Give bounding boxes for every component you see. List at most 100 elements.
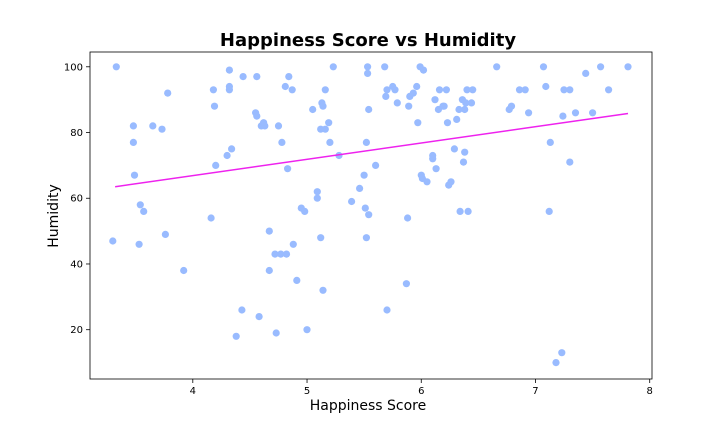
data-point bbox=[546, 138, 554, 146]
data-point bbox=[381, 63, 389, 71]
data-point bbox=[319, 102, 327, 110]
data-point bbox=[313, 194, 321, 202]
data-point bbox=[180, 266, 188, 275]
data-point bbox=[321, 86, 329, 94]
data-point bbox=[293, 276, 301, 284]
y-tick-label: 20 bbox=[70, 325, 83, 336]
regression-line bbox=[115, 112, 629, 188]
data-point bbox=[461, 148, 469, 156]
data-point bbox=[288, 86, 296, 94]
data-point bbox=[136, 201, 144, 209]
data-point bbox=[552, 359, 560, 367]
data-point bbox=[414, 119, 422, 127]
data-point bbox=[238, 306, 246, 314]
data-point bbox=[409, 89, 417, 97]
data-point bbox=[413, 82, 421, 91]
data-point bbox=[232, 332, 240, 340]
data-point bbox=[289, 240, 297, 248]
data-point bbox=[539, 63, 548, 71]
data-point bbox=[515, 86, 524, 94]
data-point bbox=[402, 280, 410, 288]
data-point bbox=[383, 86, 391, 94]
data-point bbox=[319, 286, 327, 294]
x-axis-label: Happiness Score bbox=[310, 398, 427, 414]
data-point bbox=[364, 69, 372, 77]
data-point bbox=[542, 82, 550, 91]
data-point bbox=[507, 102, 516, 110]
data-point bbox=[356, 184, 364, 192]
data-point bbox=[469, 86, 477, 94]
data-point bbox=[112, 63, 120, 71]
data-point bbox=[274, 122, 283, 130]
data-point bbox=[582, 69, 590, 77]
data-point bbox=[459, 158, 468, 166]
data-point bbox=[130, 171, 139, 179]
data-point bbox=[313, 188, 321, 196]
data-point bbox=[210, 102, 219, 110]
data-point bbox=[129, 138, 137, 146]
data-point bbox=[447, 178, 455, 186]
data-point bbox=[209, 86, 217, 94]
data-point bbox=[212, 161, 220, 169]
data-point bbox=[405, 102, 413, 110]
data-point bbox=[382, 92, 390, 100]
y-tick-label: 60 bbox=[70, 194, 83, 205]
data-point bbox=[253, 73, 261, 81]
data-point bbox=[277, 250, 285, 258]
data-point bbox=[265, 266, 273, 275]
data-point bbox=[461, 105, 469, 114]
data-point bbox=[362, 138, 370, 146]
data-point bbox=[321, 125, 329, 133]
data-point bbox=[364, 63, 372, 71]
data-point bbox=[161, 230, 169, 238]
data-point bbox=[140, 207, 148, 215]
data-point bbox=[391, 86, 399, 94]
data-point bbox=[493, 63, 501, 71]
data-point bbox=[255, 313, 263, 321]
data-point bbox=[453, 115, 461, 123]
x-tick-label: 7 bbox=[532, 386, 538, 397]
data-point bbox=[365, 211, 373, 219]
data-point bbox=[271, 250, 279, 258]
data-point bbox=[525, 109, 533, 117]
data-point bbox=[521, 86, 529, 94]
y-tick-label: 40 bbox=[70, 259, 83, 270]
data-point bbox=[443, 119, 452, 127]
data-point bbox=[164, 89, 172, 97]
data-point bbox=[228, 145, 236, 153]
data-point bbox=[450, 145, 458, 153]
data-point bbox=[383, 306, 391, 314]
data-point bbox=[589, 109, 597, 117]
data-point bbox=[372, 161, 380, 169]
data-point bbox=[285, 73, 293, 81]
data-point bbox=[432, 165, 440, 173]
data-point bbox=[560, 86, 568, 94]
data-point bbox=[207, 214, 215, 222]
data-point bbox=[559, 112, 567, 120]
x-tick-label: 4 bbox=[190, 386, 196, 397]
data-point bbox=[261, 122, 269, 130]
data-point bbox=[605, 86, 613, 94]
data-point bbox=[571, 109, 580, 117]
data-point bbox=[309, 105, 317, 114]
data-point bbox=[558, 349, 566, 357]
data-point bbox=[429, 151, 437, 160]
data-point bbox=[362, 234, 370, 242]
data-point bbox=[278, 138, 286, 146]
data-point bbox=[149, 122, 157, 130]
data-point bbox=[624, 63, 632, 71]
data-point bbox=[135, 240, 143, 248]
data-point bbox=[455, 105, 463, 114]
data-point bbox=[435, 86, 444, 94]
data-point bbox=[326, 138, 334, 146]
data-point bbox=[456, 207, 464, 215]
data-point bbox=[281, 82, 289, 91]
data-point bbox=[109, 237, 117, 245]
data-point bbox=[225, 86, 233, 94]
data-point bbox=[423, 178, 431, 186]
plot-frame bbox=[89, 51, 653, 380]
data-point bbox=[566, 86, 574, 94]
data-point bbox=[239, 73, 247, 81]
data-point bbox=[272, 329, 280, 337]
data-point bbox=[225, 66, 233, 74]
